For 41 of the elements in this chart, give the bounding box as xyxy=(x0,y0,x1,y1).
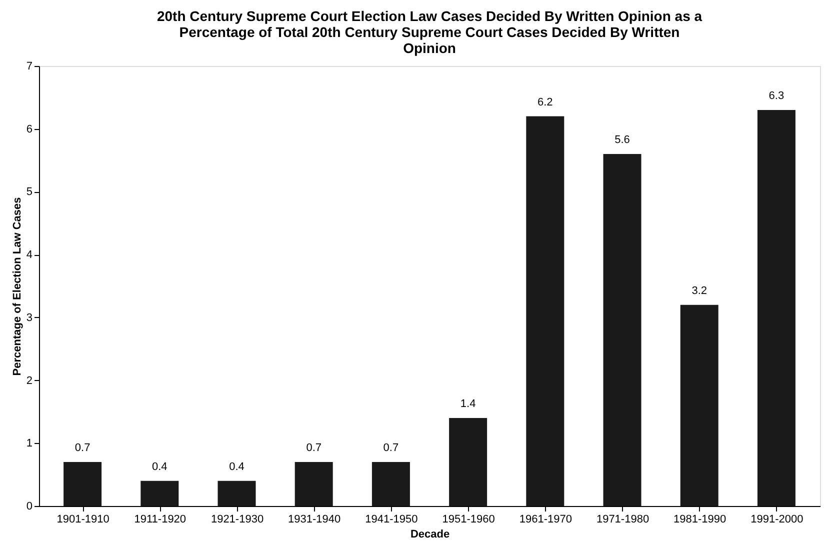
x-tick-label: 1911-1920 xyxy=(134,514,186,526)
bar xyxy=(526,116,564,506)
data-label: 6.2 xyxy=(538,96,553,108)
bar xyxy=(218,480,256,506)
x-tick-label: 1971-1980 xyxy=(596,514,650,526)
bar xyxy=(140,480,179,506)
chart-title: 20th Century Supreme Court Election Law Cases Decided By Written Opinion as a Percentage of Total 20th Century Supreme Court Cases Decided By Written Opinion xyxy=(156,8,702,56)
bar xyxy=(449,418,488,506)
x-tick-label: 1931-1940 xyxy=(288,514,341,526)
data-label: 6.3 xyxy=(768,90,784,102)
data-label: 5.6 xyxy=(614,134,630,146)
y-tick-label: 0 xyxy=(26,500,32,512)
y-tick-label: 3 xyxy=(26,312,32,324)
x-tick-label: 1991-2000 xyxy=(750,514,804,526)
y-tick-label: 2 xyxy=(26,374,32,387)
y-axis-title: Percentage of Election Law Cases xyxy=(11,197,24,376)
x-tick-label: 1941-1950 xyxy=(365,514,418,526)
x-tick-label: 1961-1970 xyxy=(519,514,572,526)
data-label: 0.7 xyxy=(306,442,322,454)
bar xyxy=(680,304,718,506)
x-tick-label: 1921-1930 xyxy=(210,514,264,526)
x-tick-label: 1951-1960 xyxy=(442,514,495,526)
y-tick-label: 1 xyxy=(26,438,32,450)
bar xyxy=(603,154,642,506)
bar xyxy=(64,462,102,506)
x-axis-title: Decade xyxy=(410,528,450,540)
y-tick-label: 6 xyxy=(26,123,32,136)
y-tick-label: 7 xyxy=(26,60,32,72)
data-label: 0.7 xyxy=(74,442,90,454)
data-label: 0.4 xyxy=(152,460,168,473)
x-tick-label: 1901-1910 xyxy=(56,514,110,526)
y-tick-label: 4 xyxy=(26,249,32,262)
data-label: 3.2 xyxy=(692,284,707,297)
bar xyxy=(294,462,333,506)
data-label: 0.4 xyxy=(229,460,244,473)
y-tick-label: 5 xyxy=(26,186,32,198)
data-label: 1.4 xyxy=(460,398,476,410)
bar xyxy=(372,462,410,506)
x-tick-label: 1981-1990 xyxy=(674,514,726,526)
bar xyxy=(757,110,796,506)
data-label: 0.7 xyxy=(383,442,399,454)
